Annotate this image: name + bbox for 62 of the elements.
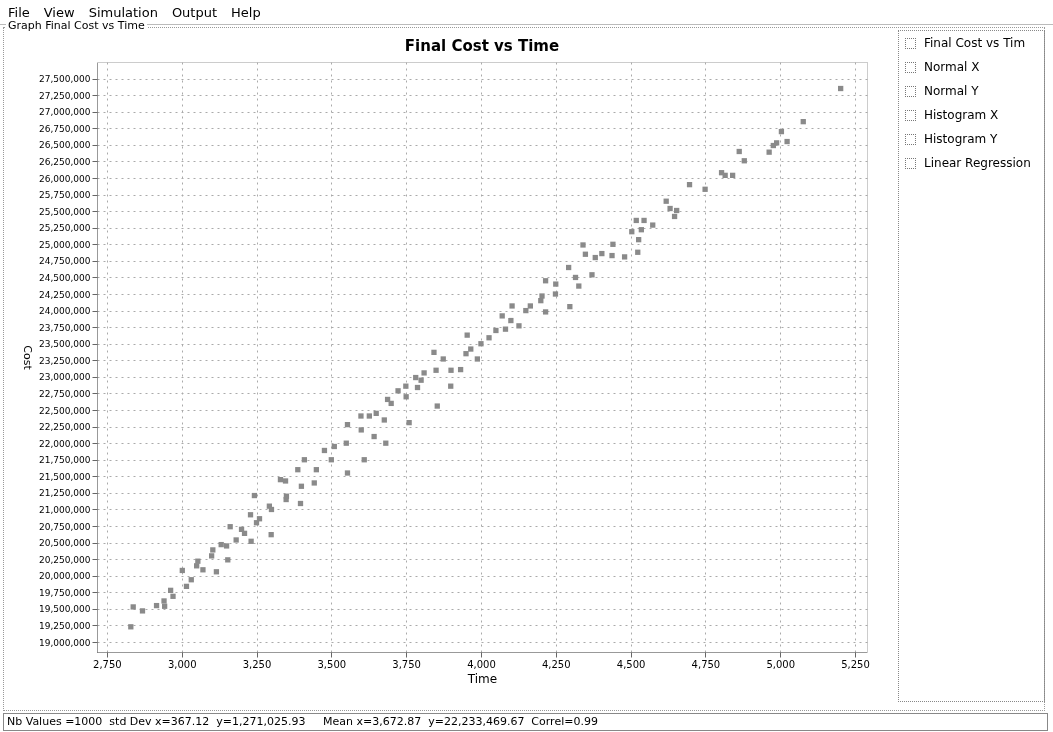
- text: View: [43, 4, 75, 20]
- text: Graph Final Cost vs Time: [6, 19, 147, 32]
- chart-title: Final Cost vs Time: [404, 37, 560, 55]
- y-tick-label: 21,750,000: [38, 455, 91, 466]
- y-tick-label: 22,500,000: [38, 405, 91, 416]
- y-tick-label: 24,000,000: [38, 306, 91, 317]
- y-tick-label: 27,500,000: [38, 74, 91, 85]
- y-tick-label: 23,000,000: [38, 372, 91, 383]
- text: Normal Y: [924, 84, 979, 98]
- text: Linear Regression: [924, 156, 1031, 170]
- y-tick-label: 19,750,000: [38, 587, 91, 598]
- y-tick-label: 22,750,000: [38, 388, 91, 399]
- x-tick-label: 3,000: [167, 658, 197, 670]
- x-tick-label: 4,500: [616, 658, 646, 670]
- y-tick-label: 20,250,000: [38, 554, 91, 565]
- x-tick-label: 4,250: [541, 658, 571, 670]
- x-tick-label: 3,250: [242, 658, 272, 670]
- text: Histogram X: [924, 108, 999, 122]
- y-tick-label: 26,250,000: [38, 156, 91, 167]
- text: Help: [231, 4, 261, 20]
- x-tick-label: 3,500: [317, 658, 347, 670]
- y-tick-label: 20,500,000: [38, 538, 91, 549]
- text: Histogram Y: [924, 132, 998, 146]
- y-tick-label: 21,250,000: [38, 488, 91, 499]
- text: Normal X: [924, 60, 980, 74]
- y-tick-label: 26,000,000: [38, 173, 91, 184]
- text: Final Cost vs Tim: [924, 36, 1026, 50]
- y-tick-label: 23,250,000: [38, 355, 91, 366]
- y-tick-label: 21,000,000: [38, 504, 91, 515]
- y-tick-label: 25,750,000: [38, 190, 91, 201]
- y-tick-label: 23,500,000: [38, 339, 91, 350]
- y-tick-label: 22,250,000: [38, 422, 91, 433]
- y-tick-label: 19,000,000: [38, 637, 91, 648]
- y-tick-label: 26,500,000: [38, 140, 91, 151]
- y-tick-label: 24,500,000: [38, 272, 91, 283]
- x-tick-label: 4,750: [691, 658, 721, 670]
- y-tick-label: 26,750,000: [38, 123, 91, 134]
- x-tick-label: 3,750: [392, 658, 421, 670]
- x-axis-title: Time: [466, 671, 498, 686]
- x-tick-label: 5,000: [766, 658, 796, 670]
- text: Output: [171, 4, 218, 20]
- y-tick-label: 27,250,000: [38, 90, 91, 101]
- x-tick-label: 5,250: [841, 658, 870, 670]
- y-tick-label: 25,500,000: [38, 206, 91, 217]
- y-tick-label: 25,250,000: [38, 223, 91, 234]
- x-tick-label: 4,000: [467, 658, 496, 670]
- y-tick-label: 24,250,000: [38, 289, 91, 300]
- y-tick-label: 22,000,000: [38, 438, 91, 449]
- y-tick-label: 19,250,000: [38, 620, 91, 631]
- y-tick-label: 21,500,000: [38, 471, 91, 482]
- y-tick-label: 23,750,000: [38, 322, 91, 333]
- y-tick-label: 24,750,000: [38, 256, 91, 267]
- text: Nb Values =1000 std Dev x=367.12 y=1,271,025.93 Mean x=3,672.87 y=22,233,469.67 Correl=0.99: [3, 713, 1048, 731]
- y-axis-title: Cost: [20, 345, 34, 371]
- text: Simulation: [88, 4, 158, 20]
- y-tick-label: 27,000,000: [38, 107, 91, 118]
- x-tick-label: 2,750: [93, 658, 122, 670]
- y-tick-label: 25,000,000: [38, 239, 91, 250]
- text: File: [8, 4, 30, 20]
- y-tick-label: 20,750,000: [38, 521, 91, 532]
- y-tick-label: 20,000,000: [38, 571, 91, 582]
- y-tick-label: 19,500,000: [38, 604, 91, 615]
